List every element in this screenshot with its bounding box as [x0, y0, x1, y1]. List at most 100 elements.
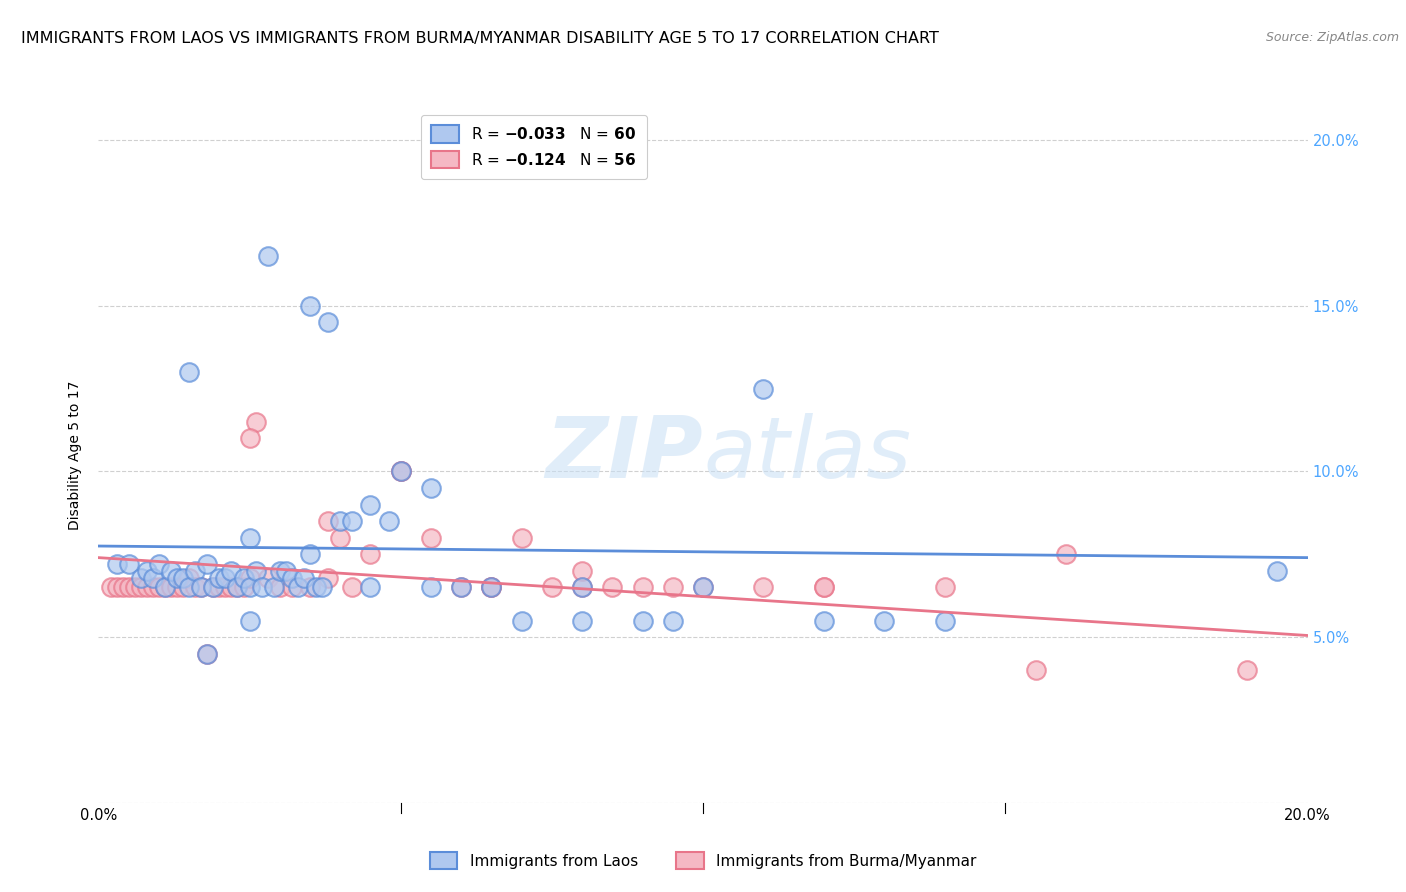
Point	[299, 299, 322, 313]
Point	[250, 581, 273, 595]
Point	[934, 614, 956, 628]
Point	[360, 498, 382, 512]
Point	[571, 564, 593, 578]
Point	[571, 581, 593, 595]
Point	[571, 581, 593, 595]
Point	[202, 581, 225, 595]
Point	[221, 564, 243, 578]
Point	[813, 581, 835, 595]
Point	[342, 514, 364, 528]
Point	[389, 465, 412, 479]
Point	[124, 581, 146, 595]
Point	[172, 570, 194, 584]
Point	[1267, 564, 1289, 578]
Point	[195, 647, 218, 661]
Point	[214, 581, 236, 595]
Point	[316, 315, 339, 329]
Point	[540, 581, 562, 595]
Point	[153, 581, 176, 595]
Point	[311, 581, 333, 595]
Point	[263, 581, 285, 595]
Y-axis label: Disability Age 5 to 17: Disability Age 5 to 17	[69, 380, 83, 530]
Point	[481, 581, 503, 595]
Point	[692, 581, 714, 595]
Point	[299, 547, 322, 561]
Point	[256, 570, 278, 584]
Point	[813, 614, 835, 628]
Point	[153, 581, 176, 595]
Point	[274, 564, 297, 578]
Text: ZIP: ZIP	[546, 413, 703, 497]
Point	[281, 570, 304, 584]
Point	[1054, 547, 1077, 561]
Point	[184, 581, 207, 595]
Point	[287, 581, 309, 595]
Point	[179, 581, 201, 595]
Point	[111, 581, 134, 595]
Point	[281, 581, 304, 595]
Point	[148, 558, 170, 572]
Point	[105, 558, 128, 572]
Point	[179, 570, 201, 584]
Point	[208, 581, 231, 595]
Point	[481, 581, 503, 595]
Point	[329, 531, 352, 545]
Point	[129, 581, 152, 595]
Point	[389, 465, 412, 479]
Legend: R = $\mathbf{-0.033}$   N = $\mathbf{60}$, R = $\mathbf{-0.124}$   N = $\mathbf{: R = $\mathbf{-0.033}$ N = $\mathbf{60}$,…	[420, 115, 647, 179]
Point	[269, 581, 291, 595]
Point	[752, 581, 775, 595]
Point	[692, 581, 714, 595]
Point	[166, 581, 188, 595]
Point	[934, 581, 956, 595]
Point	[245, 564, 267, 578]
Point	[360, 547, 382, 561]
Point	[142, 581, 165, 595]
Point	[510, 531, 533, 545]
Point	[239, 531, 262, 545]
Point	[510, 614, 533, 628]
Point	[135, 581, 157, 595]
Point	[202, 581, 225, 595]
Point	[1236, 663, 1258, 677]
Point	[190, 581, 212, 595]
Point	[226, 581, 249, 595]
Point	[602, 581, 624, 595]
Point	[190, 581, 212, 595]
Point	[221, 581, 243, 595]
Point	[105, 581, 128, 595]
Point	[239, 570, 262, 584]
Point	[135, 564, 157, 578]
Point	[316, 570, 339, 584]
Point	[360, 581, 382, 595]
Point	[873, 614, 896, 628]
Point	[305, 581, 328, 595]
Point	[232, 570, 254, 584]
Point	[214, 570, 236, 584]
Point	[420, 531, 443, 545]
Point	[342, 581, 364, 595]
Point	[239, 614, 262, 628]
Point	[813, 581, 835, 595]
Text: Source: ZipAtlas.com: Source: ZipAtlas.com	[1265, 31, 1399, 45]
Point	[329, 514, 352, 528]
Point	[269, 564, 291, 578]
Point	[179, 365, 201, 379]
Point	[450, 581, 472, 595]
Point	[631, 581, 654, 595]
Point	[256, 249, 278, 263]
Point	[662, 614, 685, 628]
Point	[118, 581, 141, 595]
Point	[129, 570, 152, 584]
Point	[662, 581, 685, 595]
Point	[172, 581, 194, 595]
Point	[239, 431, 262, 445]
Point	[752, 382, 775, 396]
Point	[160, 564, 183, 578]
Point	[571, 614, 593, 628]
Text: atlas: atlas	[703, 413, 911, 497]
Text: IMMIGRANTS FROM LAOS VS IMMIGRANTS FROM BURMA/MYANMAR DISABILITY AGE 5 TO 17 COR: IMMIGRANTS FROM LAOS VS IMMIGRANTS FROM …	[21, 31, 939, 46]
Point	[195, 558, 218, 572]
Point	[299, 581, 322, 595]
Point	[316, 514, 339, 528]
